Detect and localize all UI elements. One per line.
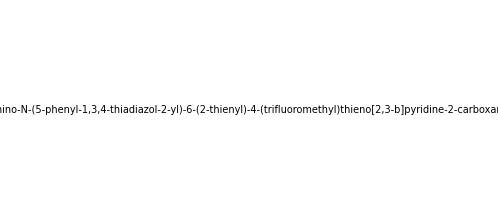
Text: 3-amino-N-(5-phenyl-1,3,4-thiadiazol-2-yl)-6-(2-thienyl)-4-(trifluoromethyl)thie: 3-amino-N-(5-phenyl-1,3,4-thiadiazol-2-y… [0,105,498,115]
